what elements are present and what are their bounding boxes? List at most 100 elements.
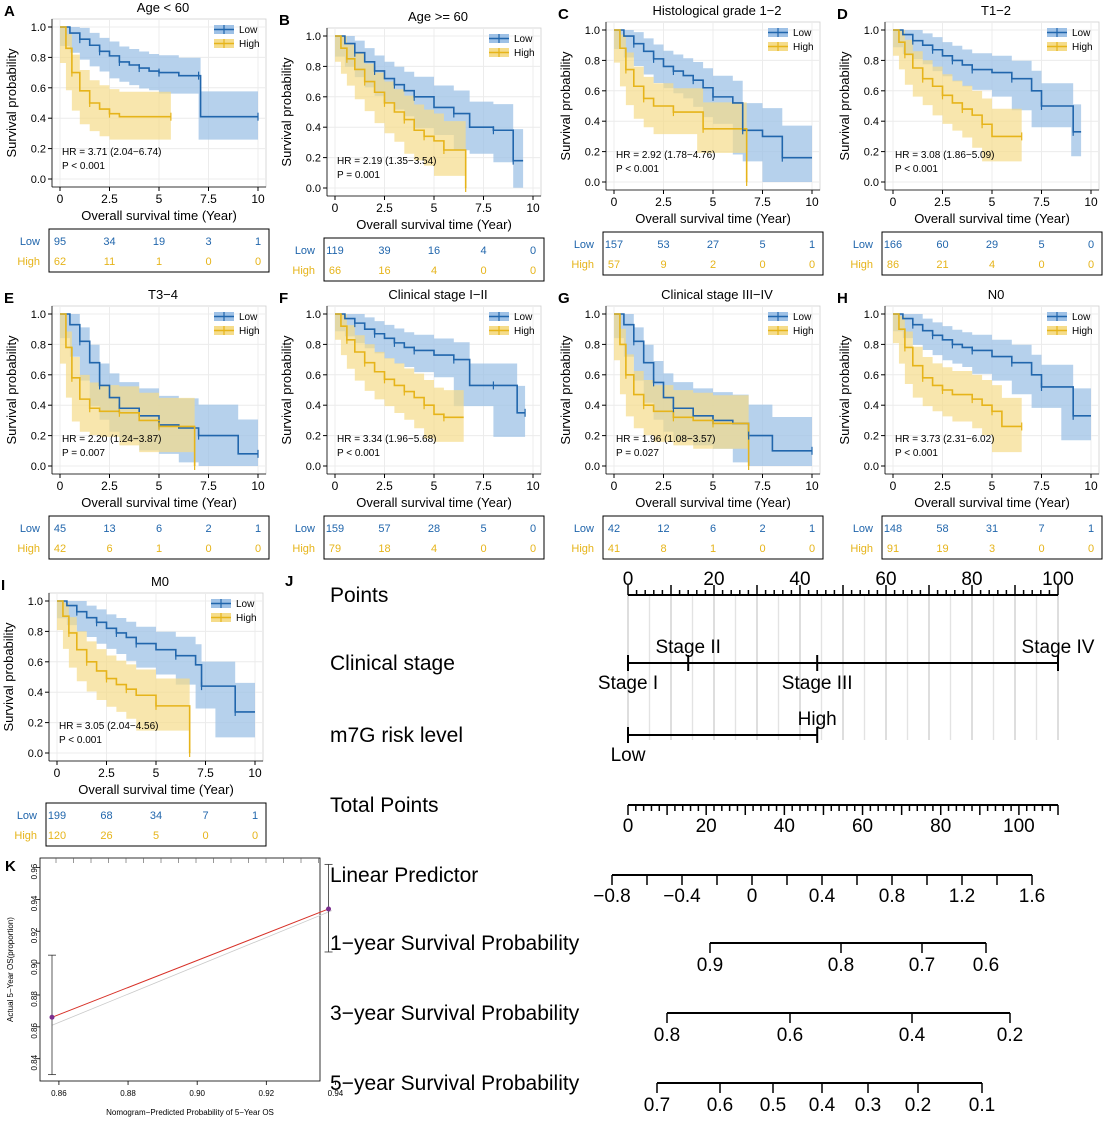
y-tick-label: 0.2: [864, 431, 879, 443]
risk-count-high: 9: [660, 259, 666, 271]
risk-count-high: 0: [1088, 543, 1094, 555]
x-tick-label: 7.5: [200, 479, 217, 493]
survival-5yr-tick-label: 0.6: [707, 1095, 733, 1116]
risk-count-high: 0: [809, 543, 815, 555]
risk-count-high: 4: [431, 543, 437, 555]
risk-row-label-low: Low: [295, 245, 315, 257]
y-tick-label: 0.8: [31, 339, 46, 351]
legend-label-high: High: [239, 39, 260, 50]
ideal-line: [51, 910, 333, 1026]
x-tick-label: 7.5: [475, 479, 492, 493]
risk-count-low: 159: [326, 523, 344, 535]
legend-label-high: High: [793, 42, 814, 53]
risk-count-high: 41: [608, 543, 620, 555]
y-tick-label: 0.2: [31, 144, 46, 156]
y-tick-label: 0.88: [30, 991, 39, 1007]
legend-label-low: Low: [1072, 28, 1091, 39]
legend-label-low: Low: [514, 312, 533, 323]
low-survival-curve: [335, 313, 526, 414]
y-axis-label: Actual 5−Year OS(proportion): [6, 917, 15, 1022]
x-tick-label: 7.5: [754, 195, 771, 209]
risk-count-low: 34: [150, 810, 162, 822]
risk-row-label-high: High: [292, 265, 315, 277]
risk-count-high: 4: [431, 265, 437, 277]
y-tick-label: 0.0: [864, 461, 879, 473]
x-tick-label: 2.5: [98, 766, 115, 780]
risk-row-label-low: Low: [295, 523, 315, 535]
linear-predictor-tick-label: 0.4: [809, 886, 836, 907]
x-tick-label: 7.5: [197, 766, 214, 780]
survival-1yr-tick-label: 0.9: [697, 955, 723, 976]
x-tick-label: 2.5: [376, 479, 393, 493]
risk-count-low: 7: [202, 810, 208, 822]
risk-count-low: 148: [884, 523, 902, 535]
risk-row-label-low: Low: [574, 239, 594, 251]
low-ci-band: [893, 30, 1082, 157]
y-tick-label: 0.4: [28, 687, 43, 699]
risk-count-high: 0: [1088, 259, 1094, 271]
risk-count-high: 0: [1038, 259, 1044, 271]
category-label: Stage III: [782, 673, 853, 694]
risk-count-high: 0: [530, 265, 536, 277]
risk-count-high: 0: [1038, 543, 1044, 555]
x-tick-label: 5: [156, 479, 163, 493]
total-points-tick-label: 60: [852, 816, 873, 837]
y-tick-label: 0.6: [306, 370, 321, 382]
risk-count-low: 57: [378, 523, 390, 535]
risk-count-high: 0: [205, 256, 211, 268]
y-tick-label: 0.4: [585, 116, 600, 128]
risk-count-low: 95: [54, 236, 66, 248]
y-axis-label: Survival probability: [837, 335, 852, 445]
survival-3yr-tick-label: 0.2: [997, 1025, 1023, 1046]
survival-5yr-tick-label: 0.5: [760, 1095, 786, 1116]
y-tick-label: 0.0: [306, 461, 321, 473]
legend-label-low: Low: [793, 312, 812, 323]
x-tick-label: 10: [805, 479, 819, 493]
linear-predictor-tick-label: −0.8: [593, 886, 631, 907]
risk-row-label-low: Low: [574, 523, 594, 535]
total-points-tick-label: 100: [1003, 816, 1035, 837]
risk-count-low: 4: [480, 245, 486, 257]
risk-count-high: 42: [54, 543, 66, 555]
risk-table-frame: [323, 515, 545, 560]
risk-count-high: 4: [989, 259, 995, 271]
y-tick-label: 0.92: [30, 927, 39, 943]
risk-count-low: 60: [936, 239, 948, 251]
x-axis-label: Overall survival time (Year): [635, 495, 791, 510]
km-panel-c: C Histological grade 1−20 2.5 5 7.5 100.00.20…: [558, 3, 824, 276]
risk-count-high: 1: [156, 256, 162, 268]
y-tick-label: 0.0: [585, 177, 600, 189]
legend-label-high: High: [514, 326, 535, 337]
nomogram-row-label: 1−year Survival Probability: [330, 932, 580, 955]
legend-label-high: High: [239, 326, 260, 337]
risk-count-low: 5: [480, 523, 486, 535]
panel-letter: E: [4, 290, 14, 307]
y-tick-label: 0.8: [306, 339, 321, 351]
legend-label-low: Low: [239, 312, 258, 323]
panel-letter: B: [279, 12, 290, 29]
risk-count-low: 0: [1088, 239, 1094, 251]
calibration-point: [326, 906, 332, 912]
x-tick-label: 0: [54, 766, 61, 780]
x-axis-label: Nomogram−Predicted Probability of 5−Year…: [106, 1108, 274, 1117]
km-panel-g: G Clinical stage III−IV0 2.5 5 7.5 100.00.20.…: [558, 287, 824, 560]
risk-count-high: 0: [530, 543, 536, 555]
y-tick-label: 0.96: [30, 863, 39, 879]
risk-count-high: 16: [378, 265, 390, 277]
survival-1yr-tick-label: 0.6: [973, 955, 999, 976]
risk-row-label-high: High: [292, 543, 315, 555]
low-ci-band: [335, 314, 526, 437]
calibration-point: [49, 1014, 55, 1020]
low-survival-curve: [60, 26, 258, 118]
high-ci-band: [614, 30, 747, 182]
x-tick-label: 10: [526, 479, 540, 493]
y-tick-label: 0.0: [31, 461, 46, 473]
panel-letter: H: [837, 290, 848, 307]
panel-letter: I: [1, 577, 5, 594]
risk-count-high: 5: [153, 830, 159, 842]
survival-5yr-tick-label: 0.7: [644, 1095, 670, 1116]
x-tick-label: 10: [251, 192, 265, 206]
risk-count-high: 86: [887, 259, 899, 271]
panel-letter: G: [558, 290, 570, 307]
x-tick-label: 0: [57, 479, 64, 493]
